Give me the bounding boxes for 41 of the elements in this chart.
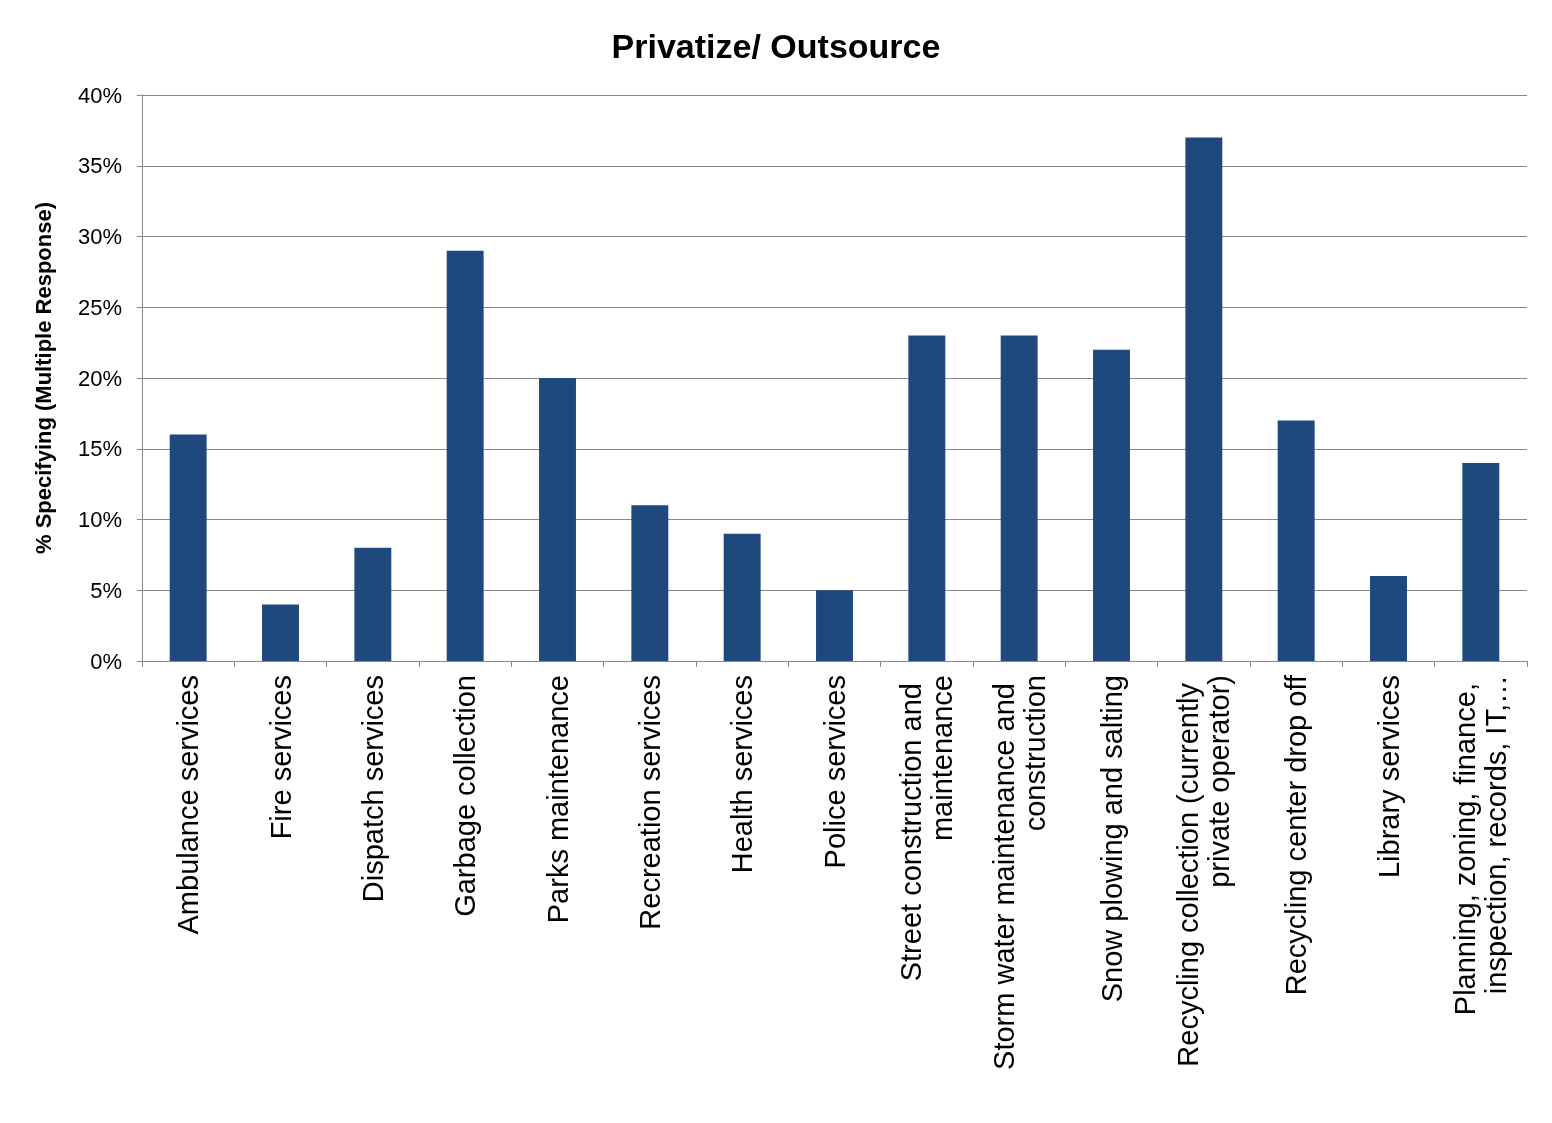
x-tick-label: Garbage collection bbox=[449, 675, 482, 917]
y-tick-label: 15% bbox=[77, 436, 122, 462]
x-tick-label: Ambulance services bbox=[172, 675, 205, 935]
y-tick-label: 40% bbox=[77, 82, 122, 108]
bar bbox=[446, 250, 484, 661]
x-tick-label: Recycling center drop off bbox=[1280, 674, 1313, 996]
x-tick-label: Parks maintenance bbox=[541, 675, 574, 924]
x-tick-label: Recreation services bbox=[633, 675, 666, 930]
x-tick-label: Recycling collection (currently private operator) bbox=[1172, 675, 1236, 1067]
bar bbox=[1000, 335, 1038, 661]
y-tick-label: 0% bbox=[90, 648, 122, 674]
x-tick-label: Fire services bbox=[264, 675, 297, 840]
x-tick-label: Planning, zoning, finance, inspection, records, IT,… bbox=[1449, 675, 1513, 1016]
x-tick-label: Storm water maintenance and construction bbox=[987, 675, 1051, 1070]
bar bbox=[1370, 576, 1407, 661]
y-tick-label: 10% bbox=[77, 507, 122, 532]
bar bbox=[1185, 137, 1223, 661]
y-tick-label: 30% bbox=[77, 224, 122, 249]
bar bbox=[816, 590, 853, 661]
bar bbox=[354, 547, 392, 661]
x-tick-label: Police services bbox=[818, 675, 851, 869]
y-tick-label: 20% bbox=[77, 365, 122, 391]
x-tick-label: Library services bbox=[1372, 675, 1405, 879]
x-tick-label: Street construction and maintenance bbox=[895, 675, 959, 982]
bar bbox=[908, 335, 946, 661]
bar bbox=[262, 604, 299, 661]
bar bbox=[539, 378, 576, 661]
y-tick-label: 5% bbox=[90, 577, 122, 603]
y-axis-title: % Specifying (Multiple Response) bbox=[30, 201, 56, 555]
y-tick-label: 35% bbox=[77, 153, 122, 179]
y-tick-label: 25% bbox=[77, 294, 122, 320]
x-tick-label: Dispatch services bbox=[356, 675, 389, 903]
bar bbox=[1277, 420, 1315, 661]
bar bbox=[631, 505, 669, 661]
x-tick-label: Health services bbox=[726, 675, 759, 874]
bar bbox=[169, 434, 207, 661]
bar bbox=[723, 533, 761, 661]
x-tick-label: Snow plowing and salting bbox=[1095, 675, 1128, 1003]
bar bbox=[1093, 349, 1130, 661]
chart-title: Privatize/ Outsource bbox=[611, 27, 941, 65]
bar bbox=[1462, 462, 1500, 661]
